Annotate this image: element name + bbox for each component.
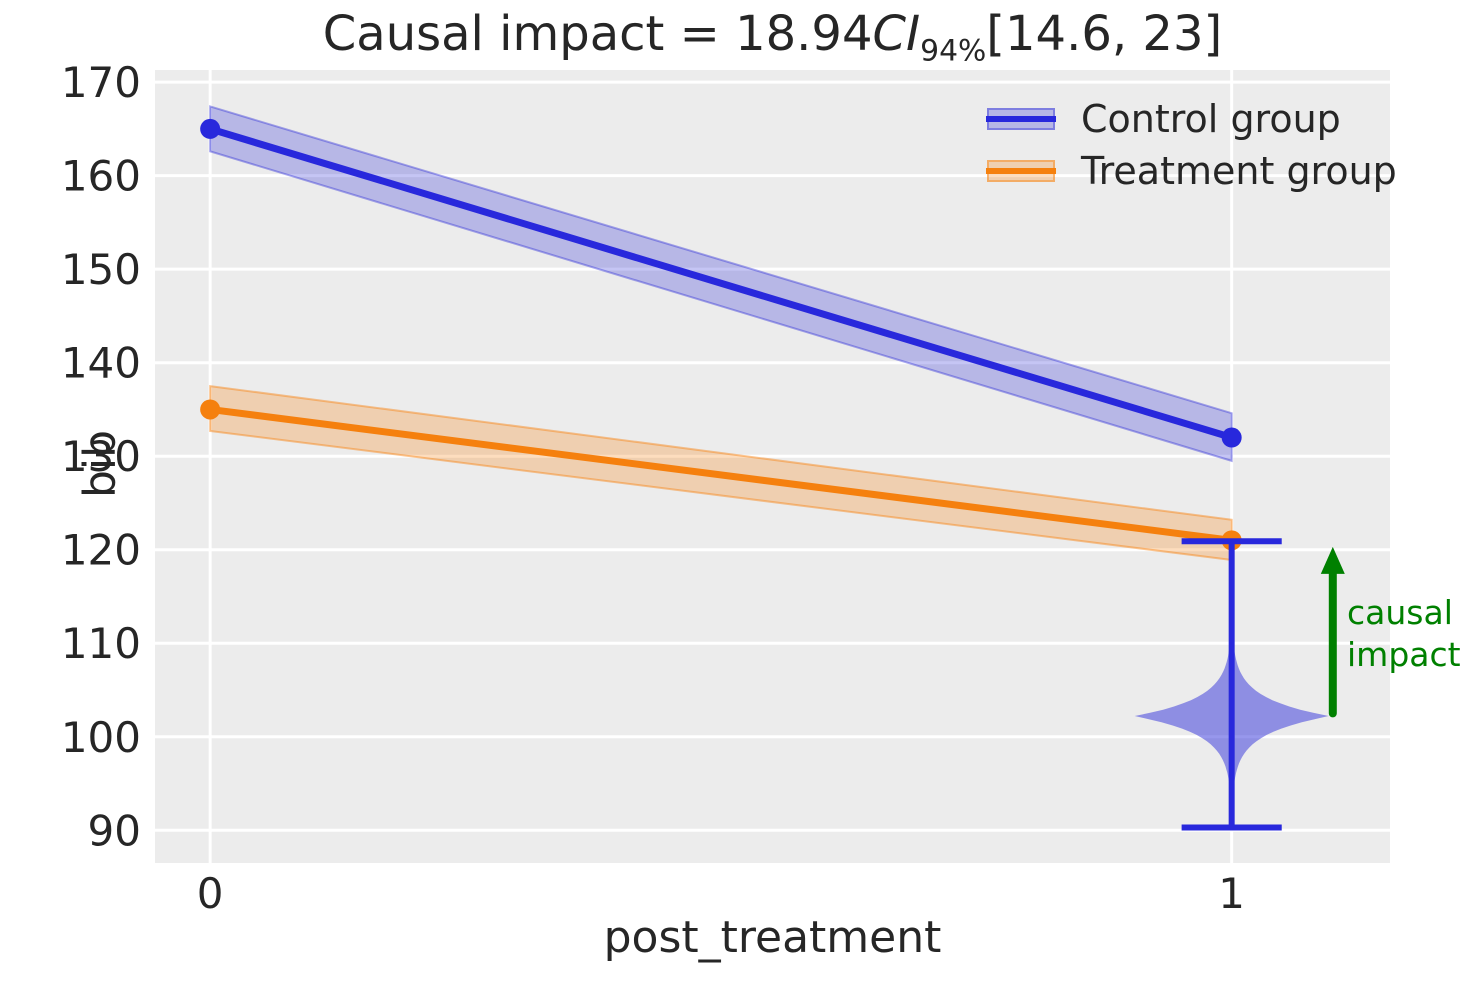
legend: Control group Treatment group xyxy=(986,96,1397,194)
causal-impact-annotation: causal impact xyxy=(1347,593,1461,675)
legend-label-treatment: Treatment group xyxy=(1081,149,1397,193)
y-tick-label: 100 xyxy=(61,713,141,762)
causal-impact-arrow-head xyxy=(1320,546,1345,574)
legend-swatch-treatment xyxy=(986,160,1056,182)
axes-background xyxy=(155,70,1390,863)
chart-title: Causal impact = 18.94CI94%[14.6, 23] xyxy=(155,6,1390,69)
title-prefix: Causal impact = 18.94 xyxy=(322,6,873,62)
x-axis-label: post_treatment xyxy=(603,912,942,963)
legend-line-treatment xyxy=(986,168,1056,174)
y-tick-label: 150 xyxy=(61,245,141,294)
legend-swatch-control xyxy=(986,108,1056,130)
y-tick-label: 90 xyxy=(88,806,141,855)
title-interval: [14.6, 23] xyxy=(986,6,1223,62)
title-ci: CI xyxy=(872,6,921,62)
legend-label-control: Control group xyxy=(1081,97,1341,141)
title-ci-sub: 94% xyxy=(920,33,987,69)
legend-line-control xyxy=(986,116,1056,122)
data-point-treatment xyxy=(200,399,221,420)
y-tick-label: 160 xyxy=(61,152,141,201)
y-tick-label: 170 xyxy=(61,58,141,107)
data-point-control xyxy=(200,118,221,139)
series-line-control xyxy=(206,125,1236,442)
legend-item-treatment-group: Treatment group xyxy=(986,148,1397,194)
y-tick-label: 130 xyxy=(61,432,141,481)
x-tick-label: 1 xyxy=(1218,869,1245,918)
y-tick-label: 140 xyxy=(61,339,141,388)
y-tick-label: 110 xyxy=(61,619,141,668)
data-point-control xyxy=(1221,427,1242,448)
series-line-treatment xyxy=(206,405,1236,544)
legend-item-control-group: Control group xyxy=(986,96,1397,142)
y-axis-label: bib xyxy=(74,429,126,499)
y-tick-label: 120 xyxy=(61,526,141,575)
x-tick-label: 0 xyxy=(197,869,224,918)
